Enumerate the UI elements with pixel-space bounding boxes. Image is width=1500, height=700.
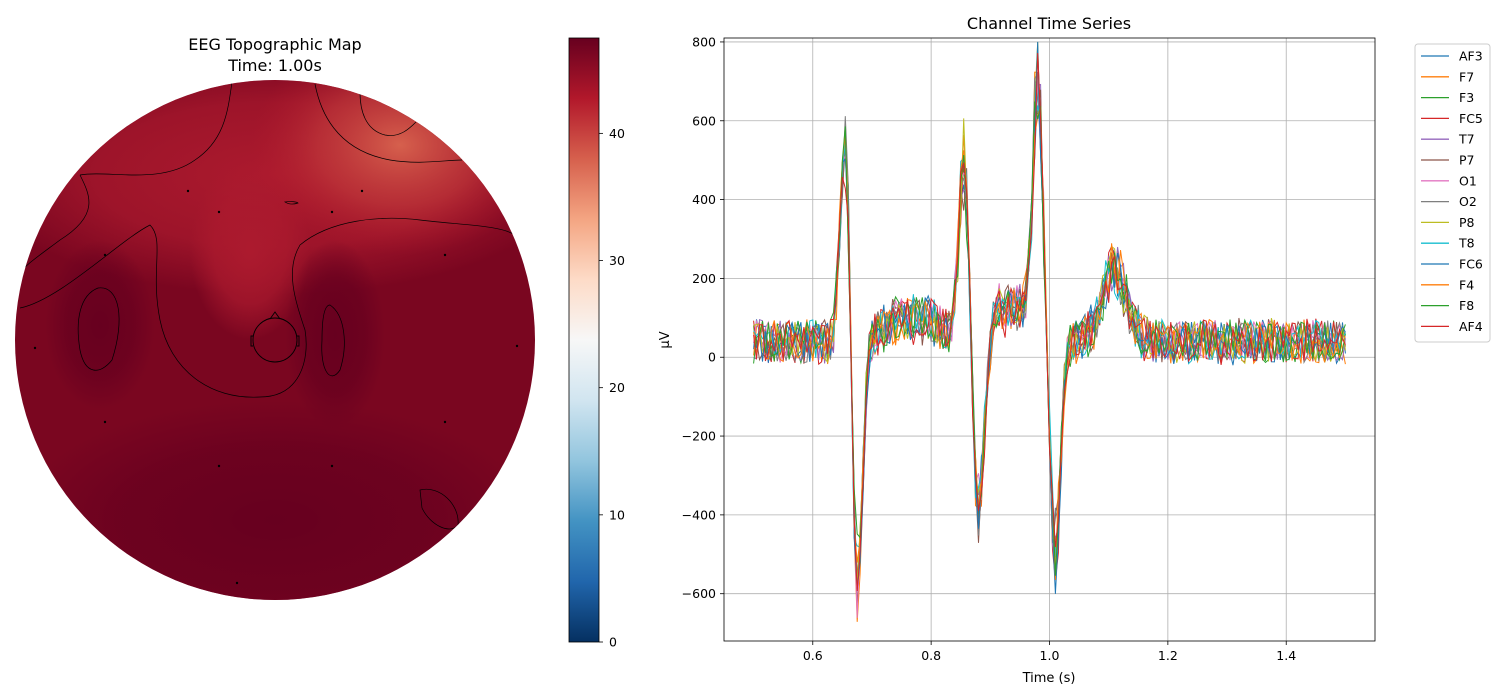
colorbar-tick-label: 0: [609, 635, 617, 650]
series-line-af4: [753, 52, 1346, 592]
legend-label: F7: [1459, 69, 1474, 84]
y-tick-label: 200: [692, 271, 716, 286]
x-tick-label: 1.4: [1276, 648, 1296, 663]
y-tick-label: −200: [682, 429, 716, 444]
legend-label: AF3: [1459, 49, 1483, 64]
y-axis-label: µV: [658, 331, 673, 348]
colorbar-ticks: 0 10 20 30 40: [599, 126, 625, 650]
x-tick-label: 0.6: [803, 648, 823, 663]
legend-label: O1: [1459, 173, 1477, 188]
topomap-field: [15, 80, 535, 600]
y-tick-label: 600: [692, 113, 716, 128]
colorbar: 0 10 20 30 40: [568, 37, 625, 650]
sensor-markers: [33, 189, 519, 585]
y-tick-label: 400: [692, 192, 716, 207]
contour-lines: [17, 81, 516, 530]
colorbar-tick-label: 30: [609, 253, 625, 268]
legend-label: P7: [1459, 153, 1475, 168]
y-axis-ticks: −600 −400 −200 0 200 400 600 800: [682, 34, 724, 601]
y-tick-label: 800: [692, 34, 716, 49]
colorbar-tick-label: 40: [609, 126, 625, 141]
y-tick-label: −400: [682, 507, 716, 522]
legend-label: P8: [1459, 215, 1475, 230]
legend: AF3 F7 F3 FC5 T7 P7 O1 O2 P8 T8 FC6 F4 F8 AF4: [1414, 43, 1491, 343]
legend-label: F8: [1459, 298, 1474, 313]
legend-label: FC5: [1459, 111, 1483, 126]
timeseries-panel: Channel Time Series 0.6 0.8 1.0 1.2 1.4 −600…: [658, 14, 1491, 686]
legend-label: AF4: [1459, 319, 1483, 334]
legend-items: AF3 F7 F3 FC5 T7 P7 O1 O2 P8 T8 FC6 F4 F8 AF4: [1421, 49, 1483, 334]
topomap-subtitle: Time: 1.00s: [227, 56, 322, 75]
y-tick-label: 0: [708, 350, 716, 365]
legend-label: O2: [1459, 194, 1477, 209]
legend-label: F4: [1459, 277, 1474, 292]
legend-label: T7: [1458, 132, 1475, 147]
y-tick-label: −600: [682, 586, 716, 601]
series-lines: [753, 41, 1346, 622]
colorbar-tick-label: 20: [609, 380, 625, 395]
x-axis-label: Time (s): [1022, 671, 1076, 686]
x-tick-label: 1.0: [1040, 648, 1060, 663]
x-tick-label: 0.8: [921, 648, 941, 663]
legend-frame: [1414, 43, 1491, 343]
colorbar-tick-label: 10: [609, 507, 625, 522]
head-outline: [250, 311, 300, 363]
legend-label: F3: [1459, 90, 1474, 105]
topomap-panel: EEG Topographic Map Time: 1.00s: [15, 35, 625, 650]
x-axis-ticks: 0.6 0.8 1.0 1.2 1.4: [803, 641, 1296, 663]
topomap-title: EEG Topographic Map: [188, 35, 361, 54]
legend-label: T8: [1458, 236, 1475, 251]
legend-label: FC6: [1459, 257, 1483, 272]
x-tick-label: 1.2: [1158, 648, 1178, 663]
timeseries-title: Channel Time Series: [967, 14, 1131, 33]
